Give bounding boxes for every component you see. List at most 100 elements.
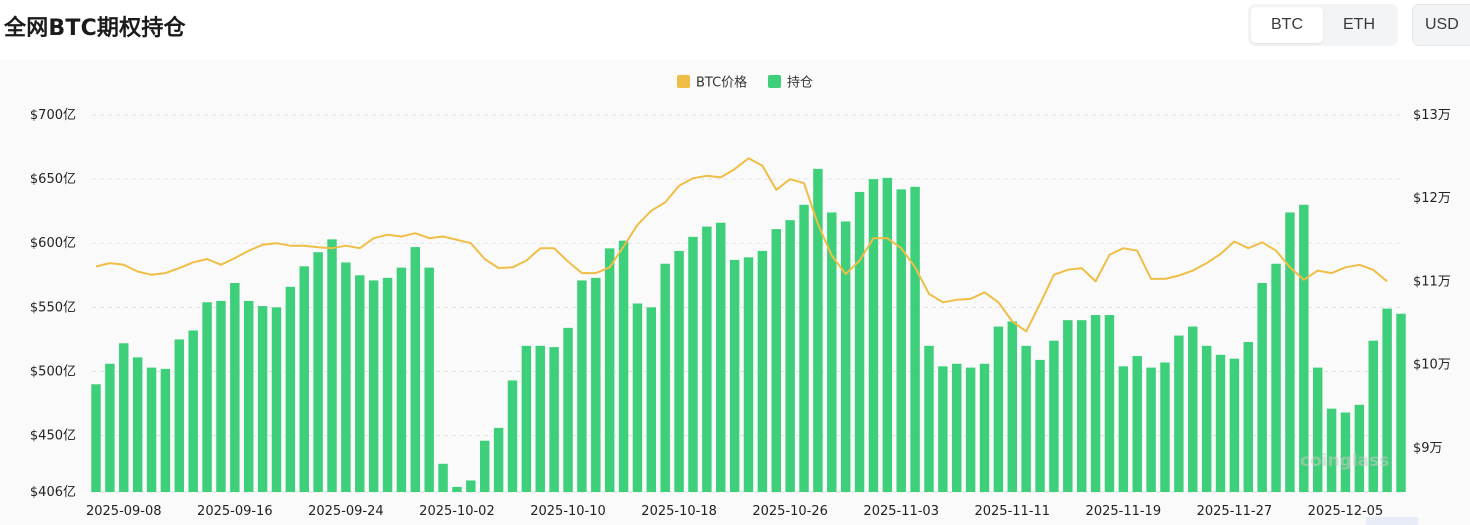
oi-bar bbox=[882, 177, 893, 492]
oi-bar bbox=[910, 186, 920, 493]
x-tick-label: 2025-10-18 bbox=[641, 504, 717, 519]
oi-bar bbox=[188, 330, 198, 492]
oi-bar bbox=[757, 250, 768, 492]
oi-bar bbox=[299, 266, 309, 492]
oi-bar bbox=[493, 427, 504, 492]
oi-bar bbox=[688, 236, 698, 492]
oi-bar bbox=[1118, 366, 1129, 492]
y-left-tick-label: $406亿 bbox=[30, 485, 76, 500]
oi-bar bbox=[1146, 367, 1156, 492]
x-tick-label: 2025-11-03 bbox=[863, 504, 939, 519]
oi-bar bbox=[1215, 354, 1226, 492]
oi-bar bbox=[646, 307, 657, 492]
y-right-tick-label: $12万 bbox=[1413, 191, 1451, 206]
oi-bar bbox=[91, 384, 101, 492]
oi-bar bbox=[660, 263, 670, 492]
oi-bar bbox=[1271, 263, 1281, 492]
oi-bar bbox=[827, 212, 837, 492]
oi-bar bbox=[1285, 212, 1295, 492]
oi-bar bbox=[507, 380, 518, 492]
asset-toggle: BTC ETH bbox=[1248, 4, 1398, 46]
oi-bar bbox=[1382, 308, 1392, 492]
eth-toggle-button[interactable]: ETH bbox=[1343, 16, 1375, 33]
oi-bar bbox=[604, 248, 615, 492]
page-title: 全网BTC期权持仓 bbox=[4, 16, 186, 41]
oi-bar bbox=[341, 262, 351, 492]
oi-bar bbox=[1007, 321, 1017, 492]
x-tick-label: 2025-11-11 bbox=[974, 504, 1050, 519]
legend-label-oi: 持仓 bbox=[787, 76, 813, 91]
oi-bar bbox=[952, 363, 962, 492]
range-selector-handle[interactable] bbox=[1366, 517, 1418, 525]
oi-bar bbox=[618, 240, 629, 492]
y-left-tick-label: $550亿 bbox=[30, 300, 76, 315]
x-tick-label: 2025-09-08 bbox=[86, 504, 162, 519]
oi-bar bbox=[799, 204, 809, 492]
currency-select[interactable]: USD bbox=[1412, 4, 1470, 46]
oi-bar bbox=[1229, 358, 1240, 492]
oi-bar bbox=[1188, 326, 1198, 492]
oi-bar bbox=[1312, 367, 1323, 492]
oi-bar bbox=[896, 189, 906, 492]
oi-bar bbox=[216, 300, 226, 492]
oi-bar bbox=[1049, 340, 1059, 492]
oi-bar bbox=[743, 257, 754, 492]
oi-bar bbox=[202, 302, 212, 492]
oi-bar bbox=[521, 345, 532, 492]
oi-bar bbox=[1174, 335, 1184, 492]
oi-bar bbox=[549, 347, 559, 492]
oi-bar bbox=[1035, 359, 1045, 492]
oi-bar bbox=[729, 259, 740, 492]
x-tick-label: 2025-12-05 bbox=[1308, 504, 1384, 519]
y-left-tick-label: $650亿 bbox=[30, 172, 76, 187]
options-oi-chart: $406亿 $450亿 $500亿 $550亿 $600亿 $650亿 $700亿 $9万 $1… bbox=[30, 75, 1451, 520]
y-left-tick-label: $450亿 bbox=[30, 429, 76, 444]
oi-bar bbox=[1299, 204, 1309, 492]
oi-bar bbox=[924, 345, 934, 492]
oi-bar bbox=[1076, 320, 1087, 492]
y-left-tick-label: $500亿 bbox=[30, 364, 76, 379]
oi-bar bbox=[382, 277, 393, 492]
oi-bar bbox=[119, 343, 129, 492]
oi-bar bbox=[105, 363, 115, 492]
oi-bar bbox=[1340, 412, 1351, 492]
oi-bar bbox=[535, 345, 545, 492]
oi-bar bbox=[1396, 313, 1406, 492]
oi-bar bbox=[438, 463, 448, 492]
oi-bar bbox=[1326, 408, 1337, 492]
x-tick-label: 2025-11-27 bbox=[1197, 504, 1273, 519]
x-tick-label: 2025-11-19 bbox=[1086, 504, 1162, 519]
oi-bar bbox=[410, 247, 421, 492]
oi-bar bbox=[327, 239, 337, 492]
oi-bar bbox=[355, 275, 365, 492]
oi-bar bbox=[577, 280, 587, 492]
oi-bar bbox=[1063, 320, 1073, 492]
oi-bar bbox=[771, 229, 781, 492]
x-tick-label: 2025-10-02 bbox=[419, 504, 495, 519]
oi-bar bbox=[452, 486, 462, 492]
y-right-tick-label: $13万 bbox=[1413, 108, 1451, 123]
oi-bar bbox=[1132, 356, 1142, 492]
oi-bar bbox=[1104, 315, 1115, 492]
oi-bar bbox=[146, 367, 157, 492]
btc-toggle-button[interactable]: BTC bbox=[1251, 7, 1323, 43]
oi-bar bbox=[1090, 315, 1101, 492]
y-right-tick-label: $11万 bbox=[1413, 274, 1451, 289]
oi-bar bbox=[466, 480, 476, 492]
legend-label-btc-price: BTC价格 bbox=[696, 75, 747, 91]
oi-bar bbox=[632, 303, 643, 492]
x-tick-label: 2025-09-24 bbox=[308, 504, 384, 519]
y-left-tick-label: $700亿 bbox=[30, 108, 76, 123]
oi-bar bbox=[868, 179, 879, 492]
oi-bar bbox=[1257, 282, 1267, 492]
legend-swatch-oi bbox=[768, 75, 781, 88]
oi-bar bbox=[840, 221, 851, 492]
oi-bar bbox=[1021, 345, 1031, 492]
oi-bar bbox=[993, 326, 1004, 492]
legend-swatch-btc-price bbox=[677, 75, 690, 88]
y-right-tick-label: $9万 bbox=[1413, 441, 1443, 456]
x-tick-label: 2025-10-26 bbox=[752, 504, 828, 519]
oi-bar bbox=[674, 250, 684, 492]
oi-bar bbox=[480, 440, 490, 492]
oi-bar bbox=[813, 168, 823, 492]
